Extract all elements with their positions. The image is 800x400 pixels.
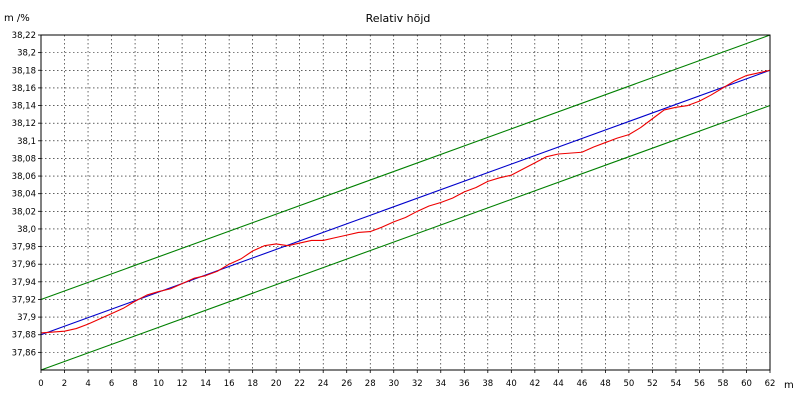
upper-tolerance-line <box>40 34 771 300</box>
x-tick-label: 56 <box>694 379 705 389</box>
x-tick-label: 46 <box>576 379 587 389</box>
y-tick-label: 37,94 <box>12 278 36 288</box>
y-tick-label: 37,86 <box>12 348 36 358</box>
x-tick-label: 18 <box>247 379 258 389</box>
x-tick-label: 6 <box>109 379 114 389</box>
x-tick-label: 14 <box>200 379 211 389</box>
y-tick-label: 38,22 <box>12 31 36 41</box>
reference-line <box>40 69 771 336</box>
x-tick-label: 60 <box>741 379 752 389</box>
x-tick-label: 28 <box>365 379 376 389</box>
y-tick-label: 38,16 <box>12 84 36 94</box>
x-tick-label: 52 <box>647 379 658 389</box>
x-tick-label: 36 <box>459 379 470 389</box>
x-tick-label: 0 <box>38 379 43 389</box>
x-tick-label: 24 <box>318 379 329 389</box>
y-tick-label: 38,2 <box>17 49 36 59</box>
x-tick-label: 20 <box>271 379 282 389</box>
y-tick-label: 38,06 <box>12 172 36 182</box>
x-tick-label: 50 <box>623 379 634 389</box>
x-tick-label: 32 <box>412 379 423 389</box>
x-tick-label: 16 <box>224 379 235 389</box>
y-tick-label: 37,92 <box>12 295 36 305</box>
y-tick-label: 38,08 <box>12 154 36 164</box>
x-tick-label: 12 <box>177 379 188 389</box>
x-tick-label: 48 <box>600 379 611 389</box>
x-tick-label: 58 <box>718 379 729 389</box>
y-tick-label: 38,1 <box>17 137 36 147</box>
y-tick-label: 38,02 <box>12 207 36 217</box>
y-tick-label: 38,12 <box>12 119 36 129</box>
chart-title: Relativ höjd <box>366 12 431 25</box>
y-axis-unit-label: m /% <box>4 13 30 24</box>
axis-group: 37,86 37,88 37,9 37,92 37,94 37,96 37,98 38,0 38… <box>12 31 776 389</box>
x-tick-label: 30 <box>388 379 399 389</box>
x-tick-label: 8 <box>132 379 137 389</box>
y-tick-label: 37,96 <box>12 260 36 270</box>
series-group <box>40 34 771 371</box>
x-tick-label: 38 <box>482 379 493 389</box>
x-tick-label: 2 <box>62 379 67 389</box>
x-tick-label: 26 <box>341 379 352 389</box>
y-tick-label: 37,9 <box>17 313 36 323</box>
x-tick-label: 62 <box>765 379 776 389</box>
x-tick-label: 54 <box>671 379 682 389</box>
lower-tolerance-line <box>40 105 771 371</box>
x-tick-label: 22 <box>294 379 305 389</box>
x-tick-label: 44 <box>553 379 564 389</box>
x-tick-label: 34 <box>435 379 446 389</box>
y-tick-label: 38,14 <box>12 102 36 112</box>
y-tick-label: 37,98 <box>12 243 36 253</box>
x-tick-label: 42 <box>529 379 540 389</box>
y-tick-label: 38,04 <box>12 190 36 200</box>
measured-line <box>40 69 771 334</box>
x-tick-label: 40 <box>506 379 517 389</box>
plot-frame <box>40 34 771 371</box>
x-tick-label: 10 <box>153 379 164 389</box>
y-tick-label: 38,0 <box>17 225 36 235</box>
y-tick-label: 38,18 <box>12 66 36 76</box>
x-axis-unit-label: m <box>784 380 794 391</box>
y-tick-label: 37,88 <box>12 331 36 341</box>
x-tick-label: 4 <box>85 379 90 389</box>
